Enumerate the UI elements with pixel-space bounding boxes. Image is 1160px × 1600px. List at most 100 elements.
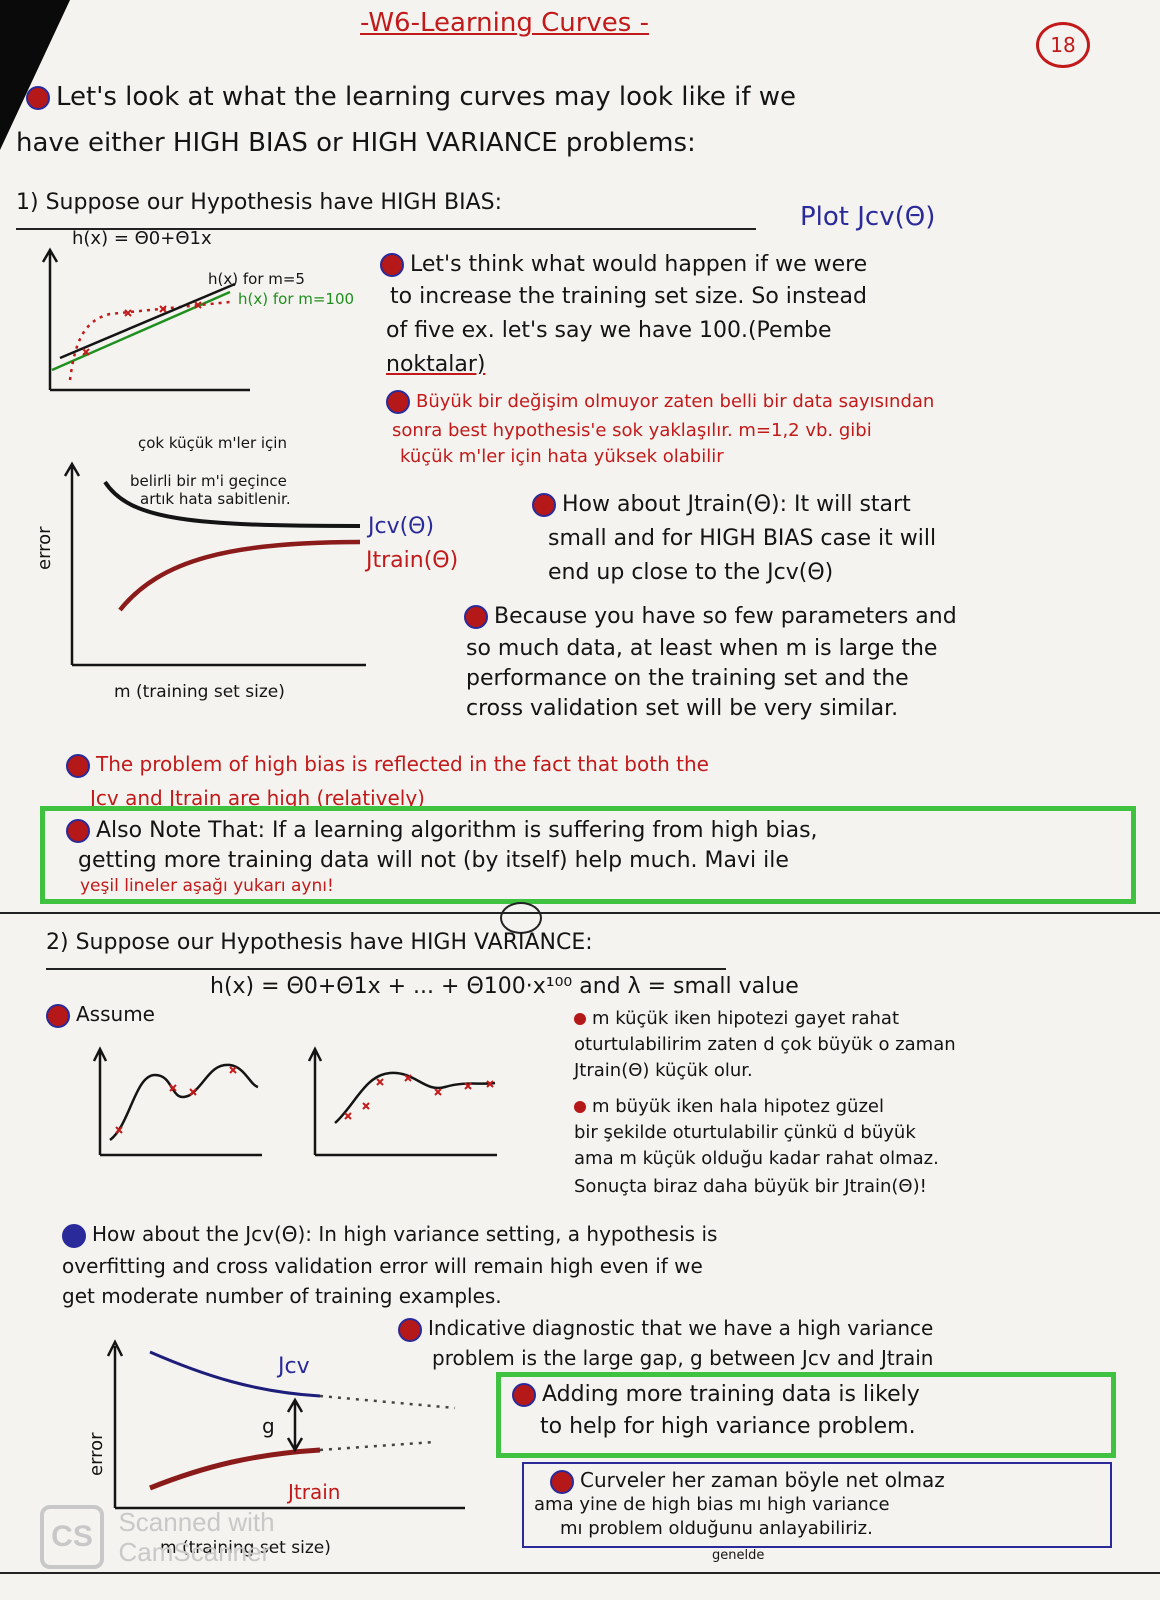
camscanner-watermark: CS Scanned with CamScanner xyxy=(40,1505,275,1569)
fig1-hypothesis: h(x) = Θ0+Θ1x xyxy=(72,228,212,249)
fig2-xlabel: m (training set size) xyxy=(114,682,285,702)
divider-circle-mark xyxy=(500,902,542,934)
fig4-x-marks xyxy=(344,1074,494,1120)
fig5-jtrain-extrapolation xyxy=(319,1440,436,1452)
fig1-green-line xyxy=(51,290,231,372)
fig1-label-m100: h(x) for m=100 xyxy=(238,290,355,308)
red-bullet-icon xyxy=(66,819,90,843)
fig2-jtrain-curve xyxy=(118,539,361,612)
jcv-point-line-3: get moderate number of training examples… xyxy=(62,1284,502,1308)
fig5-label-jtrain: Jtrain xyxy=(288,1480,341,1504)
fig1-axes xyxy=(41,247,250,392)
intro-line-1: Let's look at what the learning curves m… xyxy=(26,82,796,112)
tr-bullet1-line-1: m küçük iken hipotezi gayet rahat xyxy=(574,1008,899,1029)
red-bullet-icon xyxy=(26,85,50,110)
also-note-box xyxy=(40,806,1136,904)
fig2-note-top: çok küçük m'ler için xyxy=(138,434,287,452)
red-bullet-icon xyxy=(464,605,488,629)
fig2-axes xyxy=(63,461,366,667)
fig3-axes xyxy=(92,1046,262,1157)
section2-underline xyxy=(46,968,726,970)
blue-bullet-icon xyxy=(62,1223,86,1248)
fig4-axes xyxy=(307,1046,497,1157)
fig2-label-jcv: Jcv(Θ) xyxy=(368,514,435,539)
red-bullet-icon xyxy=(46,1003,70,1028)
point1-line-3: of five ex. let's say we have 100.(Pembe xyxy=(386,318,832,343)
tr-bullet1-line-2: oturtulabilirim zaten d çok büyük o zama… xyxy=(574,1034,956,1055)
tr-bullet2-line-3: ama m küçük olduğu kadar rahat olmaz. xyxy=(574,1148,939,1169)
tr-note-line-3: küçük m'ler için hata yüksek olabilir xyxy=(400,446,724,467)
fig5-gap-arrow xyxy=(286,1397,304,1453)
red-bullet-icon xyxy=(550,1469,574,1494)
fig5-xlabel: m (training set size) xyxy=(160,1538,331,1558)
fig2-note-b: artık hata sabitlenir. xyxy=(140,490,291,508)
fig3-x-marks xyxy=(115,1066,237,1134)
fig5-jcv-extrapolation xyxy=(319,1394,456,1410)
section2-heading: 2) Suppose our Hypothesis have HIGH VARI… xyxy=(46,930,593,955)
jcv-point-line-2: overfitting and cross validation error w… xyxy=(62,1254,703,1278)
tr-bullet2-line-1: m büyük iken hala hipotez güzel xyxy=(574,1096,884,1117)
fig5-jcv-curve xyxy=(149,1350,321,1398)
red-bullet-icon xyxy=(386,390,410,414)
fig5-ylabel: error xyxy=(86,1432,107,1476)
fig5-jtrain-curve xyxy=(149,1447,321,1491)
page-title: -W6-Learning Curves - xyxy=(360,8,649,38)
page-corner-shadow xyxy=(0,0,70,150)
fig2-note-a: belirli bir m'i geçince xyxy=(130,472,287,490)
point3-line-4: cross validation set will be very simila… xyxy=(466,696,899,721)
fig3-overfit-small-m xyxy=(92,1046,262,1157)
curves-note-box xyxy=(522,1462,1112,1548)
point3-line-3: performance on the training set and the xyxy=(466,666,909,691)
adding-line-2: to help for high variance problem. xyxy=(540,1414,916,1439)
intro-line-2: have either HIGH BIAS or HIGH VARIANCE p… xyxy=(16,128,696,158)
fig2-learning-curve xyxy=(63,461,366,667)
red-bullet-icon xyxy=(398,1317,422,1342)
fig1-label-m5: h(x) for m=5 xyxy=(208,270,305,288)
indicative-line-1: Indicative diagnostic that we have a hig… xyxy=(398,1316,933,1342)
fig4-fit-curve xyxy=(334,1071,496,1124)
camscanner-text: Scanned with CamScanner xyxy=(118,1507,275,1567)
curves-note-line-3: mı problem olduğunu anlayabiliriz. xyxy=(560,1518,873,1539)
section2-hypothesis: h(x) = Θ0+Θ1x + ... + Θ100·x¹⁰⁰ and λ = … xyxy=(210,974,799,999)
tr-note-line-1: Büyük bir değişim olmuyor zaten belli bi… xyxy=(386,390,934,414)
section-divider xyxy=(0,912,1160,914)
curves-note-sub: genelde xyxy=(712,1548,765,1563)
also-note-line-1: Also Note That: If a learning algorithm … xyxy=(66,818,818,843)
point3-line-1: Because you have so few parameters and xyxy=(464,604,957,629)
tr-bullet2-line-2: bir şekilde oturtulabilir çünkü d büyük xyxy=(574,1122,916,1143)
fig3-fit-curve xyxy=(109,1063,259,1141)
fig5-learning-curve xyxy=(106,1339,465,1510)
assume-label: Assume xyxy=(46,1002,155,1028)
fig1-x-marks xyxy=(82,301,202,356)
red-bullet-icon xyxy=(380,253,404,277)
problem-line-1: The problem of high bias is reflected in… xyxy=(66,752,709,778)
fig2-ylabel: error xyxy=(34,526,55,570)
fig1-black-line xyxy=(59,282,236,360)
point3-line-2: so much data, at least when m is large t… xyxy=(466,636,938,661)
point1-line-2: to increase the training set size. So in… xyxy=(390,284,867,309)
fig4-overfit-large-m xyxy=(307,1046,497,1157)
indicative-line-2: problem is the large gap, g between Jcv … xyxy=(432,1346,934,1370)
fig5-axes xyxy=(106,1339,465,1510)
point1-line-4: noktalar) xyxy=(386,352,486,377)
curves-note-line-1: Curveler her zaman böyle net olmaz xyxy=(550,1468,945,1494)
section1-heading: 1) Suppose our Hypothesis have HIGH BIAS… xyxy=(16,190,503,215)
red-bullet-icon xyxy=(512,1383,536,1407)
red-bullet-icon xyxy=(66,753,90,778)
tr-note-line-2: sonra best hypothesis'e sok yaklaşılır. … xyxy=(392,420,872,441)
page-number: 18 xyxy=(1036,22,1090,68)
point2-line-3: end up close to the Jcv(Θ) xyxy=(548,560,834,585)
also-note-line-3: yeşil lineler aşağı yukarı aynı! xyxy=(80,876,334,896)
point2-line-2: small and for HIGH BIAS case it will xyxy=(548,526,937,551)
point2-line-1: How about Jtrain(Θ): It will start xyxy=(532,492,911,517)
adding-line-1: Adding more training data is likely xyxy=(512,1382,920,1407)
jcv-point-line-1: How about the Jcv(Θ): In high variance s… xyxy=(62,1222,717,1248)
fig2-label-jtrain: Jtrain(Θ) xyxy=(366,548,459,573)
red-dot-icon xyxy=(574,1101,586,1113)
fig1-linear-fit xyxy=(41,247,250,392)
curves-note-line-2: ama yine de high bias mı high variance xyxy=(534,1494,890,1515)
tr-bullet2-line-4: Sonuçta biraz daha büyük bir Jtrain(Θ)! xyxy=(574,1176,927,1197)
fig1-pink-points xyxy=(68,300,231,381)
plot-jcv-note: Plot Jcv(Θ) xyxy=(800,202,936,232)
